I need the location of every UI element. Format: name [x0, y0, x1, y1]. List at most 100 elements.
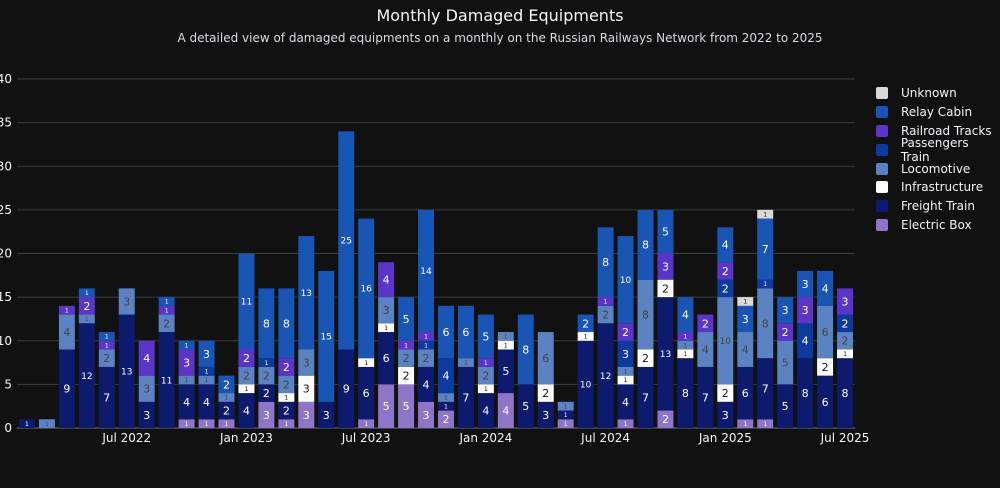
data-label: 2	[582, 317, 589, 330]
data-label: 3	[143, 383, 150, 396]
data-label: 2	[782, 326, 789, 339]
data-label: 2	[722, 265, 729, 278]
legend-label: Unknown	[901, 86, 957, 101]
data-label: 1	[424, 334, 428, 341]
bar-railroad-tracks	[398, 340, 415, 350]
data-label: 5	[662, 226, 669, 239]
bar-railroad-tracks	[78, 297, 95, 315]
data-label: 3	[123, 295, 130, 308]
legend-item-railroad-tracks[interactable]: Railroad Tracks	[876, 122, 1000, 141]
bar-railroad-tracks	[138, 340, 155, 376]
data-label: 2	[622, 326, 629, 339]
bar-relay-cabin	[338, 131, 355, 350]
bar-relay-cabin	[757, 218, 774, 280]
bar-relay-cabin	[78, 288, 95, 298]
data-label: 4	[502, 405, 509, 418]
data-label: 2	[662, 282, 669, 295]
legend-item-infrastructure[interactable]: Infrastructure	[876, 178, 1000, 197]
data-label: 4	[183, 396, 190, 409]
data-label: 3	[542, 409, 549, 422]
data-label: 6	[462, 326, 469, 339]
bar-relay-cabin	[597, 227, 614, 298]
x-tick-label: Jul 2025	[820, 431, 870, 445]
bar-relay-cabin	[238, 253, 255, 350]
bar-freight-train	[198, 384, 215, 420]
legend-item-passengers-train[interactable]: Passengers Train	[876, 136, 1000, 164]
data-label: 12	[81, 372, 92, 382]
legend-item-freight-train[interactable]: Freight Train	[876, 197, 1000, 216]
bar-locomotive	[497, 332, 514, 341]
data-label: 1	[424, 342, 428, 349]
data-label: 4	[702, 343, 709, 356]
legend-label: Locomotive	[901, 161, 971, 176]
data-label: 2	[403, 370, 410, 383]
data-label: 11	[161, 376, 172, 386]
data-label: 4	[682, 309, 689, 322]
legend-item-unknown[interactable]: Unknown	[876, 84, 1000, 103]
data-label: 9	[343, 383, 350, 396]
data-label: 3	[622, 348, 629, 361]
data-label: 6	[542, 352, 549, 365]
bar-relay-cabin	[418, 209, 435, 333]
data-label: 2	[423, 352, 430, 365]
bar-relay-cabin	[358, 218, 375, 359]
data-label: 7	[642, 391, 649, 404]
data-label: 4	[442, 370, 449, 383]
bar-relay-cabin	[517, 314, 534, 385]
y-tick-label: 40	[0, 72, 12, 86]
gridlines	[17, 78, 855, 429]
legend-item-relay-cabin[interactable]: Relay Cabin	[876, 103, 1000, 122]
y-tick-label: 30	[0, 159, 12, 173]
data-label: 2	[243, 352, 250, 365]
bar-relay-cabin	[278, 288, 295, 359]
bar-freight-train	[78, 323, 95, 428]
data-label: 8	[682, 387, 689, 400]
bar-locomotive	[38, 419, 55, 428]
bar-freight-train	[537, 401, 554, 428]
data-label: 1	[484, 360, 488, 367]
bar-freight-train	[797, 358, 814, 428]
bar-infrastructure	[537, 384, 554, 402]
bar-unknown	[757, 209, 774, 219]
data-label: 5	[403, 400, 410, 413]
x-tick-label: Jul 2022	[101, 431, 151, 445]
data-label: 4	[622, 396, 629, 409]
data-label: 1	[683, 351, 687, 358]
x-tick-label: Jan 2025	[698, 431, 752, 445]
bar-freight-train	[757, 358, 774, 420]
data-label: 1	[264, 360, 268, 367]
data-label: 4	[722, 239, 729, 252]
bar-freight-train	[18, 419, 35, 428]
legend-item-locomotive[interactable]: Locomotive	[876, 159, 1000, 178]
bar-relay-cabin	[657, 209, 674, 254]
legend-item-electric-box[interactable]: Electric Box	[876, 216, 1000, 235]
data-label: 2	[223, 405, 230, 418]
data-label: 3	[802, 304, 809, 317]
bar-electric-box	[178, 419, 195, 428]
data-label: 8	[602, 256, 609, 269]
bar-railroad-tracks	[597, 297, 614, 306]
data-label: 8	[522, 343, 529, 356]
bar-freight-train	[338, 349, 355, 428]
bar-locomotive	[418, 349, 435, 367]
bar-freight-train	[138, 401, 155, 428]
data-label: 8	[263, 317, 270, 330]
legend-label: Electric Box	[901, 217, 972, 232]
data-label: 1	[205, 421, 209, 428]
bar-railroad-tracks	[278, 358, 295, 376]
data-label: 1	[185, 421, 189, 428]
data-label: 13	[301, 289, 312, 299]
bar-infrastructure	[497, 340, 514, 350]
bar-unknown	[737, 297, 754, 306]
bar-railroad-tracks	[777, 323, 794, 341]
data-label: 10	[720, 337, 732, 347]
data-label: 1	[205, 368, 209, 375]
data-label: 15	[321, 333, 332, 343]
data-label: 1	[165, 299, 169, 306]
bar-passengers-train	[757, 279, 774, 289]
data-label: 3	[423, 409, 430, 422]
bar-relay-cabin	[398, 297, 415, 341]
data-label: 1	[624, 377, 628, 384]
data-label: 2	[263, 370, 270, 383]
bar-railroad-tracks	[378, 262, 395, 298]
